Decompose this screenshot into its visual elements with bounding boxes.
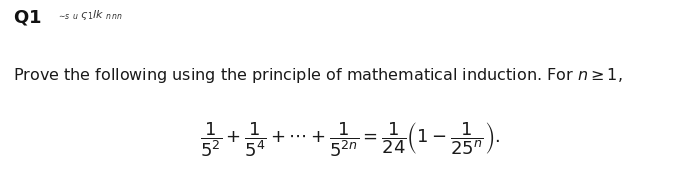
Text: $\dfrac{1}{5^2} + \dfrac{1}{5^4} + \cdots + \dfrac{1}{5^{2n}} = \dfrac{1}{24}\le: $\dfrac{1}{5^2} + \dfrac{1}{5^4} + \cdot… [200,120,500,159]
Text: $\mathbf{Q1}$: $\mathbf{Q1}$ [13,8,41,27]
Text: $_{\mathit{\sim\!\!s}}$ $_{\mathit{u}}$ $\mathit{\varsigma_{1}lk}$ $_{\mathit{n}: $_{\mathit{\sim\!\!s}}$ $_{\mathit{u}}$ … [57,8,123,22]
Text: Prove the following using the principle of mathematical induction. For $n \geq 1: Prove the following using the principle … [13,66,622,85]
